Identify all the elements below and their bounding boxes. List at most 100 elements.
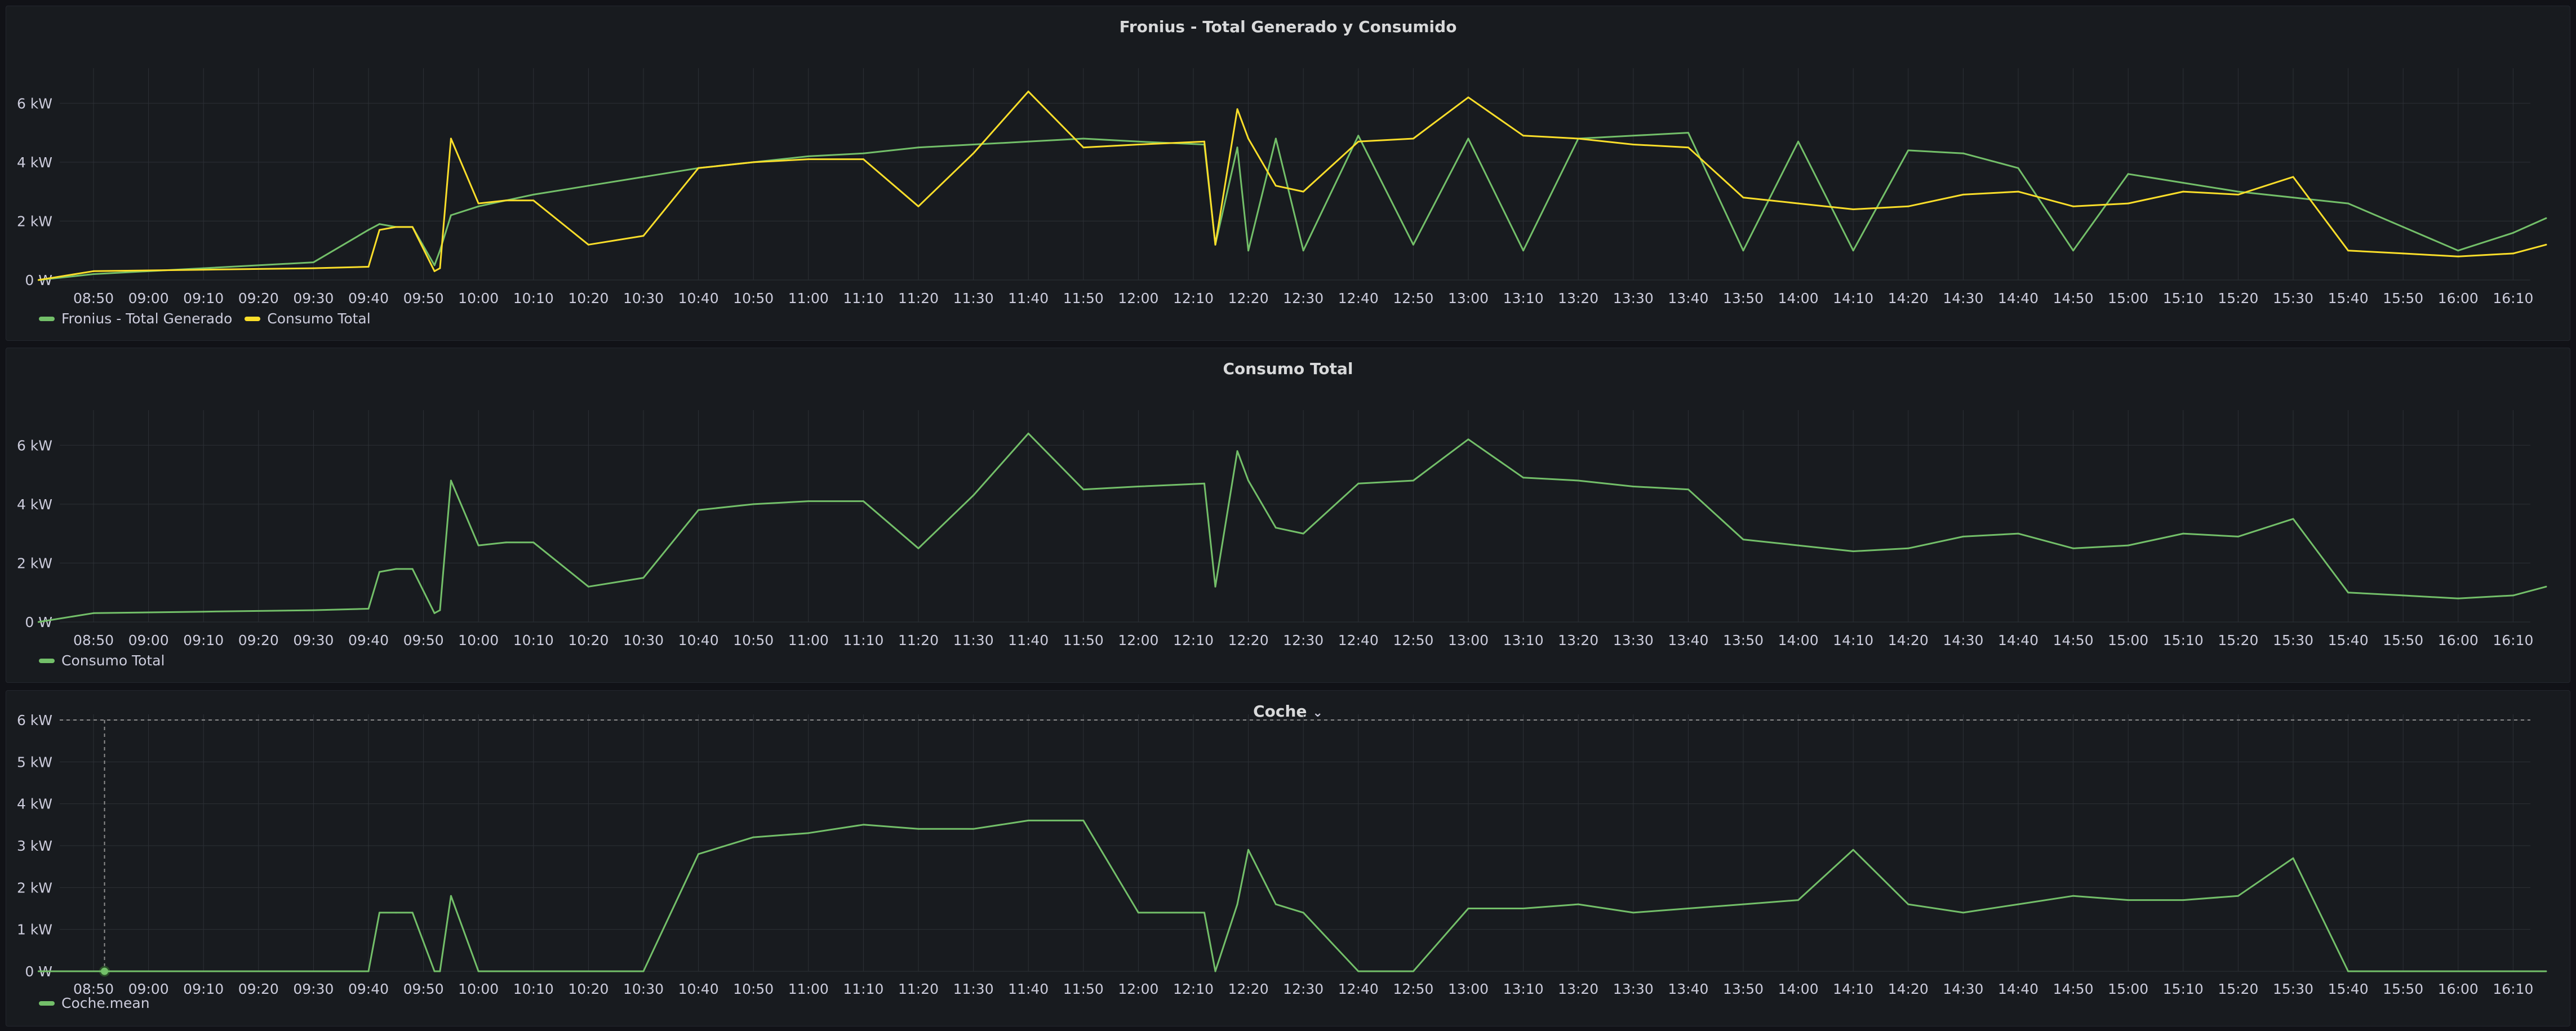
data-point <box>1962 193 1964 195</box>
legend-item-generado[interactable]: Fronius - Total Generado <box>39 310 232 327</box>
x-tick-label: 12:40 <box>1338 290 1379 306</box>
data-point <box>1852 848 1854 851</box>
data-point <box>450 214 452 216</box>
x-tick-label: 10:00 <box>458 981 499 997</box>
data-point <box>1214 243 1216 246</box>
data-point <box>917 146 920 149</box>
x-tick-label: 15:30 <box>2273 981 2313 997</box>
x-tick-label: 15:00 <box>2108 981 2148 997</box>
data-point <box>917 828 920 830</box>
x-tick-label: 10:00 <box>458 632 499 648</box>
x-tick-label: 13:50 <box>1723 290 1764 306</box>
data-point <box>1082 819 1085 821</box>
data-point <box>807 500 810 503</box>
legend: Consumo Total <box>39 652 165 669</box>
data-point <box>2512 232 2514 234</box>
data-point <box>1907 205 1909 207</box>
x-tick-label: 09:20 <box>238 981 279 997</box>
x-tick-label: 11:50 <box>1063 981 1104 997</box>
panel-title[interactable]: Fronius - Total Generado y Consumido <box>6 17 2570 36</box>
data-point <box>477 970 479 972</box>
data-point <box>439 250 441 252</box>
data-point <box>2072 250 2075 252</box>
data-point <box>532 970 535 972</box>
y-tick-label: 4 kW <box>17 154 52 171</box>
data-point <box>439 970 441 972</box>
x-tick-label: 14:20 <box>1888 290 1929 306</box>
x-tick-label: 13:20 <box>1558 981 1598 997</box>
x-tick-label: 16:10 <box>2493 632 2533 648</box>
chevron-down-icon[interactable]: ⌄ <box>1312 706 1323 720</box>
data-point <box>2237 895 2239 897</box>
x-tick-label: 14:10 <box>1833 981 1873 997</box>
legend-item-consumo[interactable]: Consumo Total <box>245 310 371 327</box>
data-point <box>917 205 920 207</box>
x-tick-label: 13:40 <box>1668 290 1708 306</box>
data-point <box>1137 912 1139 914</box>
x-tick-label: 13:30 <box>1613 632 1654 648</box>
data-point <box>2237 193 2239 195</box>
x-tick-label: 10:50 <box>733 632 774 648</box>
x-tick-label: 09:50 <box>403 290 444 306</box>
data-point <box>1357 140 1360 143</box>
x-tick-label: 13:10 <box>1503 290 1544 306</box>
data-point <box>2457 255 2459 257</box>
data-point <box>1687 908 1689 909</box>
y-tick-label: 3 kW <box>17 838 52 854</box>
data-point <box>2402 594 2404 597</box>
data-point <box>1852 208 1854 211</box>
data-point <box>2545 243 2547 246</box>
data-point <box>1203 912 1206 914</box>
panel-title[interactable]: Coche ⌄ <box>6 702 2570 721</box>
data-point <box>1467 908 1469 909</box>
data-point <box>807 158 810 161</box>
data-point <box>2127 544 2129 546</box>
y-tick-label: 4 kW <box>17 496 52 513</box>
data-point <box>1522 477 1525 479</box>
x-tick-label: 15:20 <box>2218 632 2258 648</box>
panel-fronius-total: Fronius - Total Generado y Consumido 0 W… <box>6 6 2570 341</box>
x-tick-label: 12:00 <box>1118 632 1158 648</box>
data-point <box>1247 250 1250 252</box>
x-tick-label: 13:50 <box>1723 981 1764 997</box>
data-point <box>1302 532 1304 535</box>
x-tick-label: 11:00 <box>788 290 829 306</box>
data-point <box>532 541 535 544</box>
x-tick-label: 11:50 <box>1063 632 1104 648</box>
data-point <box>379 223 381 225</box>
x-tick-label: 11:30 <box>953 981 994 997</box>
x-tick-label: 15:20 <box>2218 981 2258 997</box>
x-tick-label: 09:30 <box>293 290 334 306</box>
data-point <box>2072 205 2075 207</box>
data-point <box>972 828 975 830</box>
data-point <box>1852 550 1854 553</box>
data-point <box>2292 176 2294 178</box>
data-point <box>642 970 645 972</box>
data-point <box>92 612 95 614</box>
x-tick-label: 11:20 <box>898 290 939 306</box>
x-tick-label: 09:40 <box>348 290 389 306</box>
data-point <box>1247 479 1250 482</box>
data-point <box>698 167 700 169</box>
data-point <box>752 503 754 505</box>
panel-title-text: Consumo Total <box>1223 359 1353 378</box>
data-point <box>1137 143 1139 145</box>
x-tick-label: 08:50 <box>73 632 114 648</box>
legend-item-coche[interactable]: Coche.mean <box>39 995 150 1011</box>
x-tick-label: 12:40 <box>1338 632 1379 648</box>
panel-title[interactable]: Consumo Total <box>6 359 2570 378</box>
x-tick-label: 14:40 <box>1998 632 2038 648</box>
data-point <box>312 261 314 264</box>
x-tick-label: 09:20 <box>238 632 279 648</box>
legend-item-consumo[interactable]: Consumo Total <box>39 652 165 669</box>
panel-title-text: Coche <box>1253 702 1307 721</box>
data-point <box>2292 518 2294 520</box>
data-point <box>1082 146 1085 149</box>
data-point <box>1577 903 1579 905</box>
y-tick-label: 5 kW <box>17 754 52 770</box>
data-point <box>1412 970 1414 972</box>
data-point <box>972 143 975 145</box>
